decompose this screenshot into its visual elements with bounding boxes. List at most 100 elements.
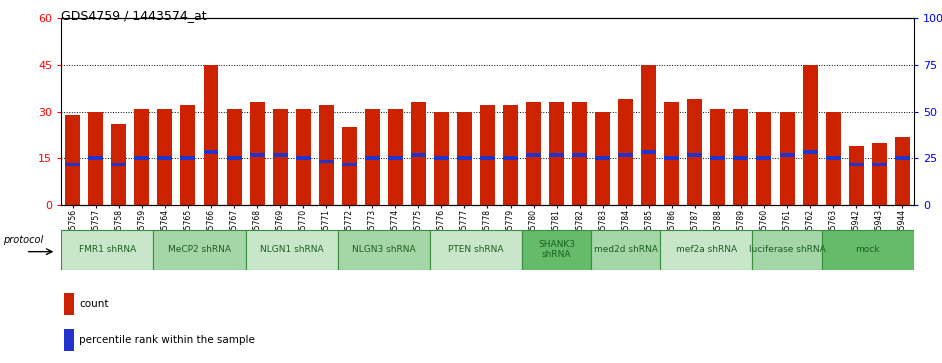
Bar [503, 156, 518, 160]
Text: NLGN1 shRNA: NLGN1 shRNA [260, 245, 323, 254]
Bar [526, 154, 541, 157]
Bar [522, 229, 592, 270]
Bar [849, 146, 864, 205]
Bar [457, 112, 472, 205]
Bar [157, 156, 172, 160]
Bar [411, 102, 426, 205]
Bar [664, 156, 679, 160]
Bar [480, 156, 495, 160]
Bar [753, 229, 821, 270]
Bar [526, 102, 541, 205]
Bar [157, 109, 172, 205]
Bar [480, 105, 495, 205]
Bar [457, 156, 472, 160]
Bar [365, 109, 380, 205]
Bar [272, 109, 287, 205]
Text: PTEN shRNA: PTEN shRNA [448, 245, 504, 254]
Bar [871, 143, 886, 205]
Bar [849, 163, 864, 167]
Bar [803, 150, 818, 154]
Bar [434, 112, 449, 205]
Bar [430, 229, 522, 270]
Bar [434, 156, 449, 160]
Bar [111, 124, 126, 205]
Bar [318, 160, 333, 163]
Bar [660, 229, 753, 270]
Bar [318, 105, 333, 205]
Bar [734, 156, 749, 160]
Bar [111, 163, 126, 167]
Text: SHANK3
shRNA: SHANK3 shRNA [538, 240, 576, 259]
Bar [688, 99, 703, 205]
Bar [246, 229, 338, 270]
Bar [871, 163, 886, 167]
Bar [181, 105, 195, 205]
Bar [642, 65, 657, 205]
Bar [780, 112, 794, 205]
Text: MeCP2 shRNA: MeCP2 shRNA [168, 245, 231, 254]
Bar [572, 154, 587, 157]
Bar [64, 293, 74, 315]
Bar [642, 150, 657, 154]
Bar [365, 156, 380, 160]
Bar [388, 156, 403, 160]
Bar [226, 156, 241, 160]
Bar [296, 156, 311, 160]
Bar [734, 109, 749, 205]
Bar [618, 99, 633, 205]
Bar [272, 154, 287, 157]
Bar [780, 154, 794, 157]
Bar [688, 154, 703, 157]
Bar [756, 112, 771, 205]
Text: NLGN3 shRNA: NLGN3 shRNA [352, 245, 415, 254]
Bar [592, 229, 660, 270]
Bar [710, 109, 725, 205]
Bar [825, 156, 840, 160]
Bar [388, 109, 403, 205]
Bar [342, 127, 357, 205]
Bar [250, 154, 265, 157]
Bar [89, 112, 104, 205]
Bar [342, 163, 357, 167]
Bar [503, 105, 518, 205]
Bar [338, 229, 430, 270]
Bar [64, 329, 74, 351]
Bar [226, 109, 241, 205]
Bar [895, 136, 910, 205]
Bar [89, 156, 104, 160]
Bar [549, 154, 564, 157]
Bar [411, 154, 426, 157]
Text: count: count [79, 299, 109, 309]
Bar [710, 156, 725, 160]
Bar [618, 154, 633, 157]
Text: luciferase shRNA: luciferase shRNA [749, 245, 825, 254]
Text: med2d shRNA: med2d shRNA [593, 245, 658, 254]
Bar [803, 65, 818, 205]
Bar [61, 229, 154, 270]
Bar [895, 156, 910, 160]
Bar [549, 102, 564, 205]
Bar [135, 109, 150, 205]
Text: mock: mock [855, 245, 880, 254]
Bar [203, 65, 219, 205]
Bar [154, 229, 246, 270]
Bar [65, 163, 80, 167]
Bar [756, 156, 771, 160]
Bar [821, 229, 914, 270]
Bar [250, 102, 265, 205]
Bar [595, 112, 610, 205]
Text: mef2a shRNA: mef2a shRNA [675, 245, 737, 254]
Text: FMR1 shRNA: FMR1 shRNA [79, 245, 136, 254]
Bar [595, 156, 610, 160]
Bar [572, 102, 587, 205]
Bar [135, 156, 150, 160]
Bar [664, 102, 679, 205]
Bar [65, 115, 80, 205]
Text: protocol: protocol [3, 235, 43, 245]
Text: GDS4759 / 1443574_at: GDS4759 / 1443574_at [61, 9, 207, 22]
Text: percentile rank within the sample: percentile rank within the sample [79, 335, 255, 345]
Bar [825, 112, 840, 205]
Bar [296, 109, 311, 205]
Bar [203, 150, 219, 154]
Bar [181, 156, 195, 160]
